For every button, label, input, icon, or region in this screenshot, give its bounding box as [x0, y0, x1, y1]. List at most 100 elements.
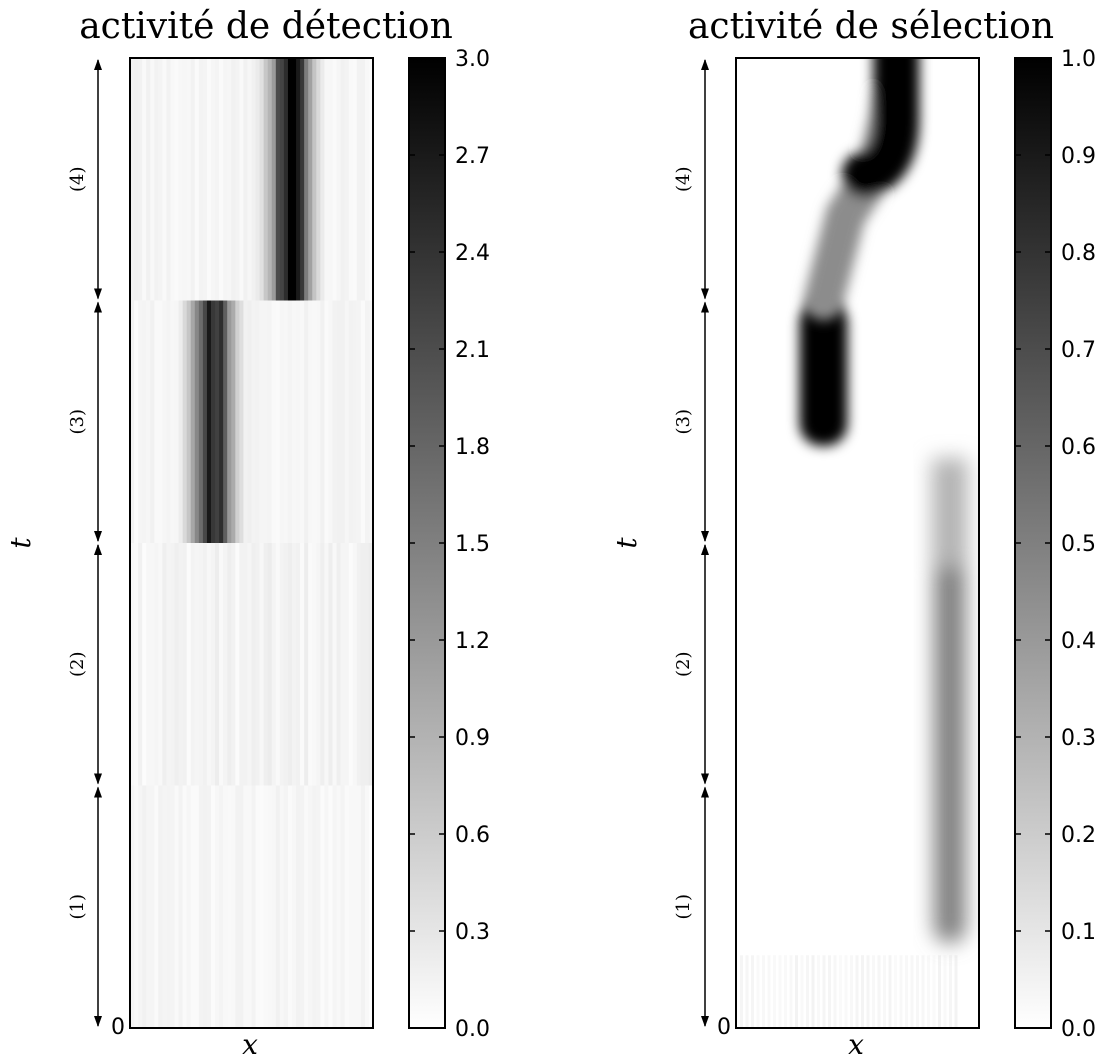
heat-cell — [259, 543, 265, 786]
heat-cell — [340, 785, 346, 1028]
heat-cell — [259, 58, 265, 301]
heat-cell — [320, 58, 325, 301]
heat-cell — [251, 785, 257, 1028]
heat-cell — [239, 300, 244, 543]
heat-cell — [328, 785, 334, 1028]
heat-cell — [194, 300, 200, 543]
heat-cell — [877, 955, 881, 1028]
heat-cell — [251, 300, 257, 543]
colorbar-tick-label: 1.2 — [455, 629, 490, 654]
colorbar-tick-label: 3.0 — [455, 47, 490, 72]
heat-cell — [271, 58, 277, 301]
heat-cell — [158, 300, 163, 543]
heat-cell — [740, 955, 743, 1028]
phase-label: (4) — [67, 167, 88, 193]
heat-cell — [235, 785, 240, 1028]
heat-cell — [186, 58, 192, 301]
heat-cell — [150, 300, 155, 543]
heat-cell — [154, 785, 159, 1028]
arrowhead-icon — [701, 301, 709, 313]
heat-cell — [304, 300, 309, 543]
heat-cell — [198, 300, 204, 543]
heat-cell — [251, 543, 257, 786]
heat-cell — [324, 58, 330, 301]
heat-cell — [223, 785, 228, 1028]
heat-cell — [822, 955, 826, 1028]
heat-cell — [178, 58, 184, 301]
heat-cell — [206, 58, 212, 301]
heat-cell — [211, 58, 216, 301]
heat-cell — [328, 300, 334, 543]
heat-cell — [312, 300, 317, 543]
heat-cell — [368, 543, 373, 786]
colorbar-tick-label: 1.0 — [1061, 47, 1096, 72]
heat-cell — [178, 543, 184, 786]
heat-cell — [267, 300, 273, 543]
detection-phase-arrows: (1) (2) (3) (4) — [67, 59, 102, 1027]
heat-cell — [158, 58, 163, 301]
heat-cell — [789, 955, 793, 1028]
heat-cell — [756, 955, 760, 1028]
heat-cell — [243, 785, 249, 1028]
heat-cell — [146, 300, 151, 543]
heat-cell — [182, 785, 188, 1028]
heat-cell — [247, 785, 253, 1028]
heat-cell — [279, 300, 285, 543]
heat-cell — [292, 785, 297, 1028]
heat-cell — [352, 58, 358, 301]
detection-title: activité de détection — [79, 6, 453, 47]
heat-cell — [279, 58, 285, 301]
heat-cell — [883, 955, 886, 1028]
heat-cell — [855, 955, 859, 1028]
colorbar-tick-label: 0.3 — [455, 920, 490, 945]
heat-cell — [336, 300, 342, 543]
heat-cell — [352, 300, 358, 543]
heat-cell — [239, 543, 244, 786]
heat-cell — [762, 955, 765, 1028]
heat-cell — [324, 543, 330, 786]
heat-cell — [336, 58, 342, 301]
bump-a-top — [931, 458, 968, 568]
heat-cell — [360, 58, 366, 301]
heat-cell — [186, 785, 192, 1028]
heat-cell — [316, 58, 321, 301]
heat-cell — [215, 543, 220, 786]
arrowhead-icon — [94, 288, 102, 300]
bump-b-body — [799, 300, 848, 446]
heat-cell — [146, 785, 151, 1028]
heat-cell — [215, 300, 220, 543]
heat-cell — [340, 543, 346, 786]
arrowhead-icon — [94, 531, 102, 542]
colorbar-tick-label: 0.3 — [1061, 726, 1096, 751]
heat-cell — [215, 58, 220, 301]
colorbar-tick-label: 0.9 — [455, 726, 490, 751]
heat-cell — [227, 543, 232, 786]
heat-cell — [206, 543, 212, 786]
heat-cell — [320, 543, 325, 786]
heat-cell — [905, 955, 908, 1028]
heat-cell — [247, 300, 253, 543]
heat-cell — [190, 785, 196, 1028]
heat-cell — [134, 543, 139, 786]
heat-cell — [142, 543, 147, 786]
heat-cell — [170, 300, 176, 543]
heat-cell — [778, 955, 782, 1028]
heat-cell — [287, 58, 293, 301]
heat-cell — [300, 300, 305, 543]
colorbar-tick-label: 0.4 — [1061, 629, 1096, 654]
heat-cell — [134, 58, 139, 301]
heat-cell — [344, 785, 350, 1028]
heat-cell — [178, 785, 184, 1028]
heat-cell — [198, 543, 204, 786]
heat-cell — [817, 955, 820, 1028]
colorbar-tick-label: 0.6 — [455, 823, 490, 848]
heat-cell — [142, 785, 147, 1028]
heat-cell — [158, 785, 163, 1028]
heat-cell — [235, 58, 240, 301]
heat-cell — [344, 543, 350, 786]
arrowhead-icon — [94, 773, 102, 785]
heat-cell — [186, 543, 192, 786]
heat-cell — [364, 300, 370, 543]
heat-cell — [271, 300, 277, 543]
heat-cell — [312, 58, 317, 301]
